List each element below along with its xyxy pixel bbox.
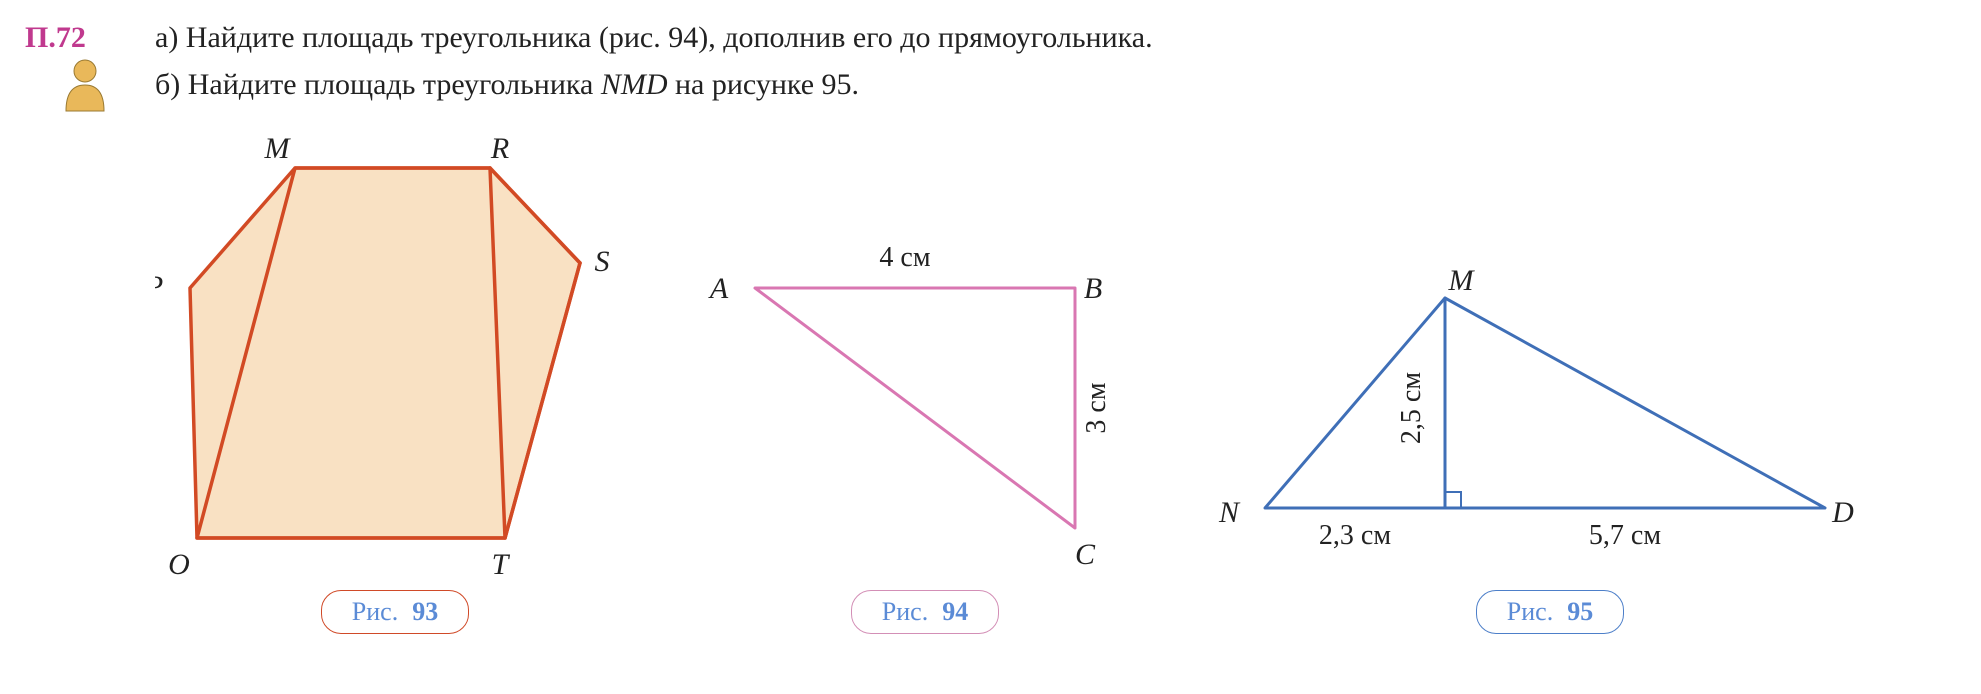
triangle-name-nmd: NMD <box>601 68 668 101</box>
figure-94-caption: Рис. 94 <box>851 590 999 634</box>
figures-row: M R S T O P Рис. 93 A B C 4 см 3 см Рис. 94 N M D 2,… <box>25 138 1956 634</box>
figure-94-svg: A B C 4 см 3 см <box>695 208 1155 578</box>
person-icon <box>60 57 110 127</box>
figure-94-block: A B C 4 см 3 см Рис. 94 <box>695 208 1155 634</box>
svg-text:M: M <box>1448 264 1476 297</box>
caption-label: Рис. <box>1507 597 1553 627</box>
svg-text:4 см: 4 см <box>879 242 930 273</box>
caption-number: 93 <box>412 597 438 627</box>
figure-95-block: N M D 2,5 см 2,3 см 5,7 см Рис. 95 <box>1215 208 1885 634</box>
svg-text:2,5 см: 2,5 см <box>1396 372 1427 444</box>
problem-line-b-post: на рисунке 95. <box>668 68 860 101</box>
svg-text:S: S <box>595 245 610 278</box>
problem-line-b-pre: б) Найдите площадь треугольника <box>155 68 601 101</box>
svg-text:T: T <box>492 548 511 578</box>
svg-text:N: N <box>1218 496 1241 529</box>
svg-text:R: R <box>490 138 509 165</box>
svg-text:D: D <box>1831 496 1854 529</box>
svg-text:2,3 см: 2,3 см <box>1319 520 1391 551</box>
figure-93-svg: M R S T O P <box>155 138 635 578</box>
caption-number: 95 <box>1567 597 1593 627</box>
figure-95-caption: Рис. 95 <box>1476 590 1624 634</box>
svg-text:C: C <box>1075 538 1096 571</box>
caption-label: Рис. <box>882 597 928 627</box>
problem-text-block: П.72 а) Найдите площадь треугольника (ри… <box>25 15 1956 108</box>
figure-93-caption: Рис. 93 <box>321 590 469 634</box>
svg-text:5,7 см: 5,7 см <box>1589 520 1661 551</box>
problem-id: П.72 <box>25 15 86 62</box>
svg-text:M: M <box>264 138 292 165</box>
svg-text:O: O <box>168 548 190 578</box>
svg-text:P: P <box>155 270 163 303</box>
svg-text:A: A <box>708 272 729 305</box>
svg-text:3 см: 3 см <box>1081 382 1112 433</box>
figure-95-svg: N M D 2,5 см 2,3 см 5,7 см <box>1215 208 1885 578</box>
figure-93-block: M R S T O P Рис. 93 <box>155 138 635 634</box>
caption-number: 94 <box>942 597 968 627</box>
svg-text:B: B <box>1084 272 1102 305</box>
problem-line-a: а) Найдите площадь треугольника (рис. 94… <box>155 21 1153 54</box>
caption-label: Рис. <box>352 597 398 627</box>
